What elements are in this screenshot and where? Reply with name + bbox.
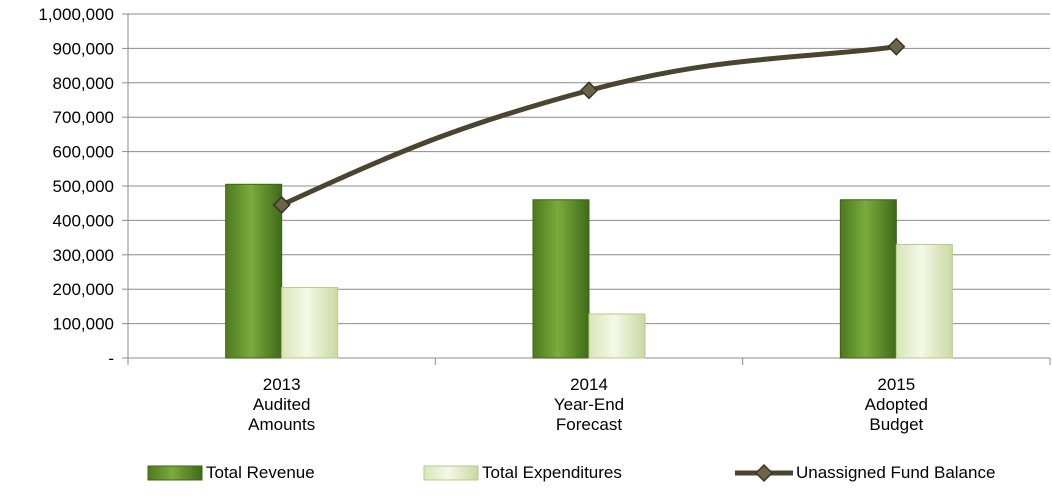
x-tick-label-line: 2013 bbox=[263, 375, 301, 394]
bar-total-expenditures bbox=[895, 243, 953, 359]
legend-label-revenue: Total Revenue bbox=[206, 463, 315, 482]
y-tick-label: 100,000 bbox=[53, 315, 114, 334]
bars bbox=[225, 183, 953, 359]
bar-total-revenue bbox=[839, 199, 897, 359]
bar-total-revenue bbox=[225, 183, 283, 359]
legend-label-fund-balance: Unassigned Fund Balance bbox=[796, 463, 995, 482]
x-tick-label: 2014 Year-End Forecast bbox=[554, 375, 624, 434]
y-tick-label: 900,000 bbox=[53, 39, 114, 58]
x-tick-label-line: Adopted bbox=[865, 395, 928, 414]
line-marker bbox=[579, 81, 599, 100]
x-tick-label: 2013 Audited Amounts bbox=[248, 375, 315, 434]
legend-swatch-revenue bbox=[147, 465, 203, 481]
y-tick-label: 1,000,000 bbox=[38, 5, 114, 24]
bar-total-revenue bbox=[532, 199, 590, 359]
bar-total-expenditures bbox=[281, 286, 339, 359]
x-tick-label-line: Year-End bbox=[554, 395, 624, 414]
bar-total-expenditures bbox=[588, 313, 646, 359]
y-tick-label: - bbox=[108, 349, 114, 368]
legend-swatch-expenditures bbox=[423, 465, 479, 481]
y-tick-labels: - 100,000 200,000 300,000 400,000 500,000 600,… bbox=[38, 5, 114, 368]
y-tick-label: 300,000 bbox=[53, 246, 114, 265]
y-tick-label: 600,000 bbox=[53, 143, 114, 162]
x-tick-label-line: 2015 bbox=[877, 375, 915, 394]
x-tick-label-line: 2014 bbox=[570, 375, 608, 394]
x-tick-label-line: Amounts bbox=[248, 415, 315, 434]
y-tick-label: 700,000 bbox=[53, 108, 114, 127]
legend: Total Revenue Total Expenditures Unassigne… bbox=[147, 463, 995, 483]
x-tick-label: 2015 Adopted Budget bbox=[865, 375, 928, 434]
legend-label-expenditures: Total Expenditures bbox=[482, 463, 622, 482]
line-series bbox=[272, 37, 906, 214]
y-tick-label: 400,000 bbox=[53, 211, 114, 230]
legend-marker-fund-balance bbox=[754, 463, 774, 483]
x-tick-label-line: Forecast bbox=[556, 415, 622, 434]
x-tick-label-line: Budget bbox=[869, 415, 923, 434]
line-marker bbox=[272, 195, 291, 214]
y-tick-label: 500,000 bbox=[53, 177, 114, 196]
x-tick-label-line: Audited bbox=[253, 395, 311, 414]
line-marker bbox=[887, 37, 906, 56]
y-tick-label: 800,000 bbox=[53, 74, 114, 93]
line-unassigned-fund-balance bbox=[279, 44, 899, 208]
y-tick-label: 200,000 bbox=[53, 280, 114, 299]
